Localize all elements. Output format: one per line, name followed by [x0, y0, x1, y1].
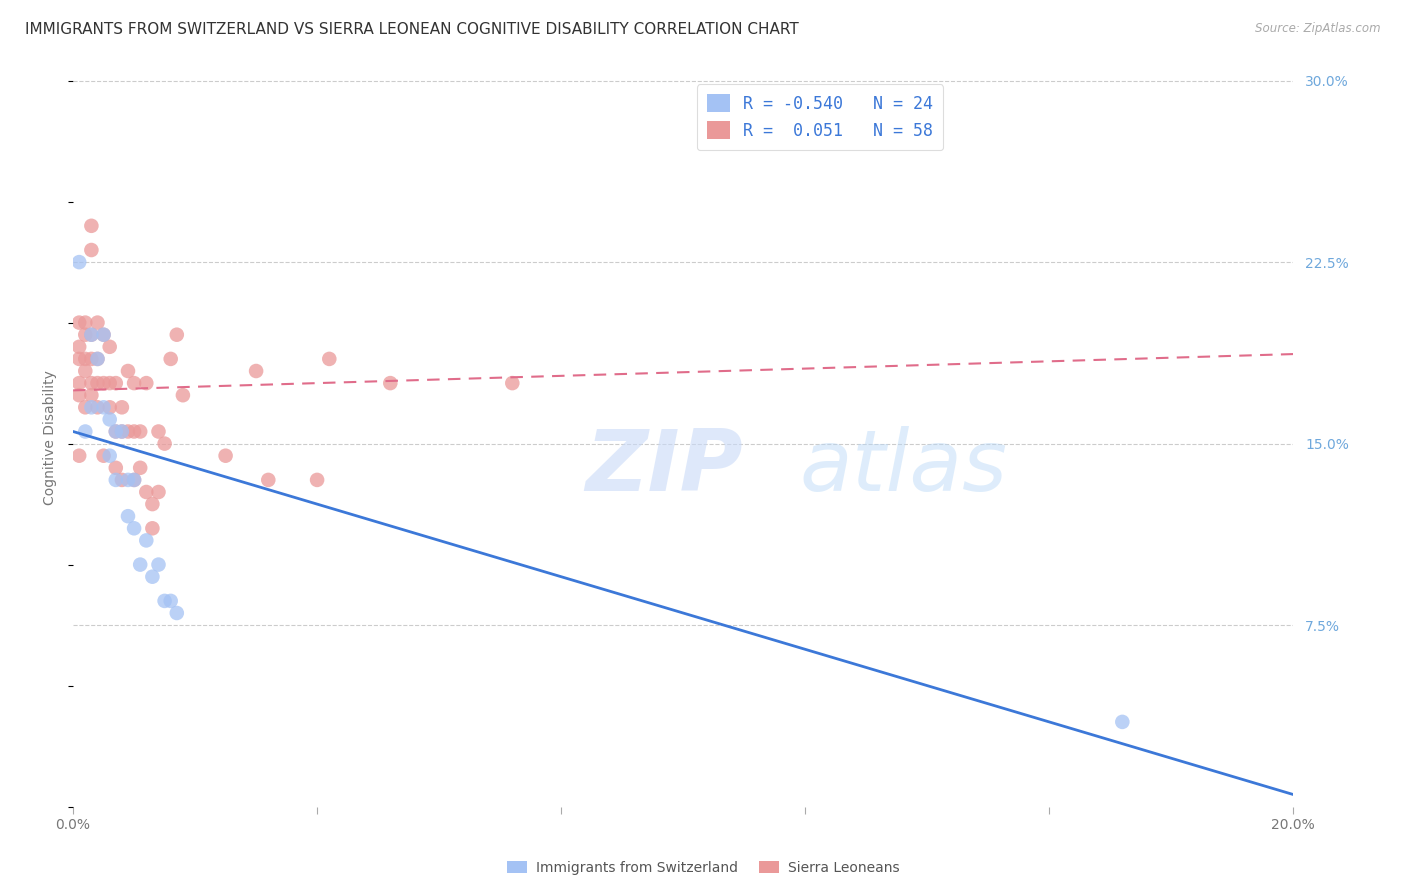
- Point: [166, 606, 188, 620]
- Point: [104, 376, 127, 390]
- Point: [122, 376, 145, 390]
- Point: [117, 364, 139, 378]
- Point: [159, 351, 181, 366]
- Point: [80, 388, 103, 402]
- Point: [501, 376, 523, 390]
- Point: [122, 473, 145, 487]
- Point: [117, 509, 139, 524]
- Point: [117, 473, 139, 487]
- Point: [166, 327, 188, 342]
- Point: [67, 255, 90, 269]
- Y-axis label: Cognitive Disability: Cognitive Disability: [44, 370, 58, 505]
- Point: [80, 327, 103, 342]
- Point: [141, 521, 163, 535]
- Legend: R = -0.540   N = 24, R =  0.051   N = 58: R = -0.540 N = 24, R = 0.051 N = 58: [696, 84, 943, 150]
- Point: [98, 376, 121, 390]
- Point: [80, 243, 103, 257]
- Point: [93, 327, 115, 342]
- Point: [98, 449, 121, 463]
- Text: ZIP: ZIP: [585, 425, 744, 508]
- Point: [67, 388, 90, 402]
- Point: [104, 425, 127, 439]
- Point: [129, 425, 152, 439]
- Point: [104, 473, 127, 487]
- Point: [111, 425, 134, 439]
- Point: [141, 497, 163, 511]
- Point: [122, 425, 145, 439]
- Point: [75, 351, 97, 366]
- Point: [245, 364, 267, 378]
- Point: [86, 376, 108, 390]
- Text: atlas: atlas: [799, 425, 1007, 508]
- Point: [122, 473, 145, 487]
- Point: [117, 425, 139, 439]
- Point: [148, 485, 170, 500]
- Point: [135, 376, 157, 390]
- Point: [80, 401, 103, 415]
- Point: [67, 449, 90, 463]
- Point: [93, 449, 115, 463]
- Point: [104, 460, 127, 475]
- Point: [67, 316, 90, 330]
- Legend: Immigrants from Switzerland, Sierra Leoneans: Immigrants from Switzerland, Sierra Leon…: [501, 855, 905, 880]
- Text: IMMIGRANTS FROM SWITZERLAND VS SIERRA LEONEAN COGNITIVE DISABILITY CORRELATION C: IMMIGRANTS FROM SWITZERLAND VS SIERRA LE…: [25, 22, 799, 37]
- Point: [172, 388, 194, 402]
- Point: [141, 570, 163, 584]
- Point: [98, 412, 121, 426]
- Point: [153, 436, 176, 450]
- Point: [135, 485, 157, 500]
- Point: [75, 401, 97, 415]
- Point: [93, 376, 115, 390]
- Point: [80, 219, 103, 233]
- Point: [153, 594, 176, 608]
- Point: [75, 316, 97, 330]
- Point: [86, 351, 108, 366]
- Point: [67, 340, 90, 354]
- Point: [129, 558, 152, 572]
- Point: [80, 376, 103, 390]
- Point: [111, 473, 134, 487]
- Point: [67, 351, 90, 366]
- Point: [111, 401, 134, 415]
- Point: [98, 340, 121, 354]
- Point: [86, 351, 108, 366]
- Point: [214, 449, 236, 463]
- Point: [135, 533, 157, 548]
- Point: [111, 425, 134, 439]
- Point: [148, 425, 170, 439]
- Point: [80, 351, 103, 366]
- Point: [104, 425, 127, 439]
- Point: [380, 376, 402, 390]
- Point: [318, 351, 340, 366]
- Point: [1111, 714, 1133, 729]
- Point: [75, 327, 97, 342]
- Text: Source: ZipAtlas.com: Source: ZipAtlas.com: [1256, 22, 1381, 36]
- Point: [159, 594, 181, 608]
- Point: [67, 376, 90, 390]
- Point: [307, 473, 329, 487]
- Point: [75, 364, 97, 378]
- Point: [80, 327, 103, 342]
- Point: [86, 401, 108, 415]
- Point: [98, 401, 121, 415]
- Point: [257, 473, 280, 487]
- Point: [129, 460, 152, 475]
- Point: [86, 316, 108, 330]
- Point: [93, 401, 115, 415]
- Point: [75, 425, 97, 439]
- Point: [93, 327, 115, 342]
- Point: [122, 521, 145, 535]
- Point: [148, 558, 170, 572]
